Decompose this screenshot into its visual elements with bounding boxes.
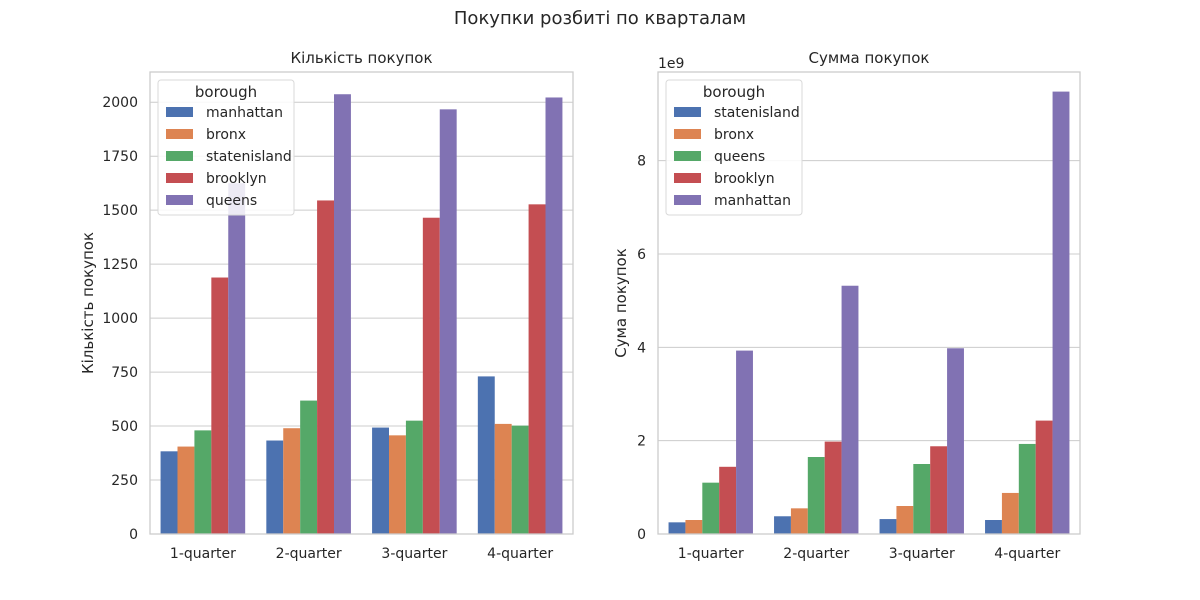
axes-frame [657,71,1081,535]
bar-bronx-1-quarter [177,446,195,534]
bar-statenisland-2-quarter [774,516,791,534]
legend-label-bronx: bronx [206,127,246,143]
bar-brooklyn-3-quarter [930,446,948,534]
chart-panel-2: 0 2 4 6 8 1-quarter 2-quarter 3-quarter 4-quarte… [612,49,1081,562]
bar-queens-4-quarter [1018,443,1036,534]
legend-swatch-manhattan [674,195,701,205]
legend-swatch-manhattan [166,107,193,117]
x-tick-label: 1-quarter [170,546,236,562]
bar-queens-2-quarter [334,94,351,534]
bar-manhattan-4-quarter [1052,91,1070,534]
bar-manhattan-3-quarter [372,427,389,534]
chart-title: Сумма покупок [809,49,930,67]
bar-bronx-4-quarter [494,423,512,534]
bar-queens-4-quarter [545,97,563,535]
bar-brooklyn-1-quarter [211,277,229,534]
chart-panel-1: 0 250 500 750 1000 1250 1500 1750 2000 1-quarter 2… [79,49,574,562]
legend-label-manhattan: manhattan [714,193,791,209]
bar-manhattan-4-quarter [477,376,495,534]
x-tick-label: 3-quarter [381,546,447,562]
bar-statenisland-1-quarter [668,522,686,534]
legend-label-manhattan: manhattan [206,105,283,121]
legend: borough manhattan bronx statenisland brookly… [157,79,295,216]
bar-brooklyn-1-quarter [719,466,737,534]
legend-title: borough [195,83,257,101]
legend-swatch-statenisland [166,151,193,161]
y-scale-offset-label: 1e9 [658,56,684,72]
bar-bronx-4-quarter [1001,492,1019,534]
legend-swatch-brooklyn [166,173,193,183]
bar-manhattan-2-quarter [841,285,859,534]
bar-manhattan-1-quarter [736,350,753,534]
x-tick-label: 2-quarter [276,546,342,562]
bar-statenisland-1-quarter [194,430,212,534]
bar-manhattan-2-quarter [266,440,284,534]
bar-queens-3-quarter [913,464,931,534]
y-tick-label: 1250 [102,257,138,273]
x-tick-label: 1-quarter [678,546,744,562]
bar-bronx-2-quarter [790,508,808,534]
y-tick-label: 500 [111,419,138,435]
legend: borough statenisland bronx queens brooklyn ma… [665,79,803,216]
bar-statenisland-4-quarter [985,520,1002,534]
x-tick-label: 2-quarter [783,546,849,562]
bar-brooklyn-3-quarter [422,217,440,534]
bar-queens-1-quarter [228,183,246,534]
bar-statenisland-2-quarter [300,400,318,534]
y-tick-label: 250 [111,473,138,489]
bar-manhattan-1-quarter [160,451,178,534]
bar-brooklyn-4-quarter [528,204,546,535]
axes-frame [149,71,574,535]
bar-brooklyn-2-quarter [824,441,842,534]
y-tick-label: 1000 [102,311,138,327]
bar-bronx-3-quarter [388,435,406,534]
chart-title: Кількість покупок [290,49,432,67]
legend-swatch-bronx [166,129,193,139]
legend-label-bronx: bronx [714,127,754,143]
bar-queens-1-quarter [702,482,720,534]
legend-swatch-statenisland [674,107,701,117]
legend-swatch-queens [674,151,701,161]
y-tick-label: 2000 [102,95,138,111]
legend-label-statenisland: statenisland [206,149,292,165]
legend-title: borough [703,83,765,101]
y-tick-label: 4 [637,340,646,356]
x-tick-label: 3-quarter [889,546,955,562]
y-tick-label: 0 [129,527,138,543]
x-tick-label: 4-quarter [994,546,1060,562]
bar-statenisland-4-quarter [511,425,529,534]
legend-label-statenisland: statenisland [714,105,800,121]
legend-swatch-queens [166,195,193,205]
bar-bronx-1-quarter [685,520,703,534]
y-tick-label: 8 [637,154,646,170]
legend-label-brooklyn: brooklyn [206,171,267,187]
x-tick-label: 4-quarter [487,546,553,562]
y-tick-label: 1500 [102,203,138,219]
bar-bronx-2-quarter [283,428,301,534]
figure-title: Покупки розбиті по кварталам [453,8,747,29]
legend-label-queens: queens [714,149,765,165]
bar-bronx-3-quarter [896,506,914,534]
y-tick-label: 2 [637,434,646,450]
legend-swatch-bronx [674,129,701,139]
bar-brooklyn-4-quarter [1035,420,1053,534]
y-tick-label: 750 [111,365,138,381]
y-tick-label: 6 [637,247,646,263]
y-tick-label: 0 [637,527,646,543]
y-axis-label: Кількість покупок [79,232,97,374]
bar-queens-2-quarter [807,457,825,534]
legend-swatch-brooklyn [674,173,701,183]
legend-label-brooklyn: brooklyn [714,171,775,187]
legend-label-queens: queens [206,193,257,209]
bar-queens-3-quarter [439,109,457,534]
bar-manhattan-3-quarter [947,348,964,534]
y-axis-label: Сума покупок [612,248,630,358]
y-tick-label: 1750 [102,149,138,165]
bar-brooklyn-2-quarter [317,200,335,534]
bar-statenisland-3-quarter [405,420,423,534]
bar-statenisland-3-quarter [879,519,897,534]
